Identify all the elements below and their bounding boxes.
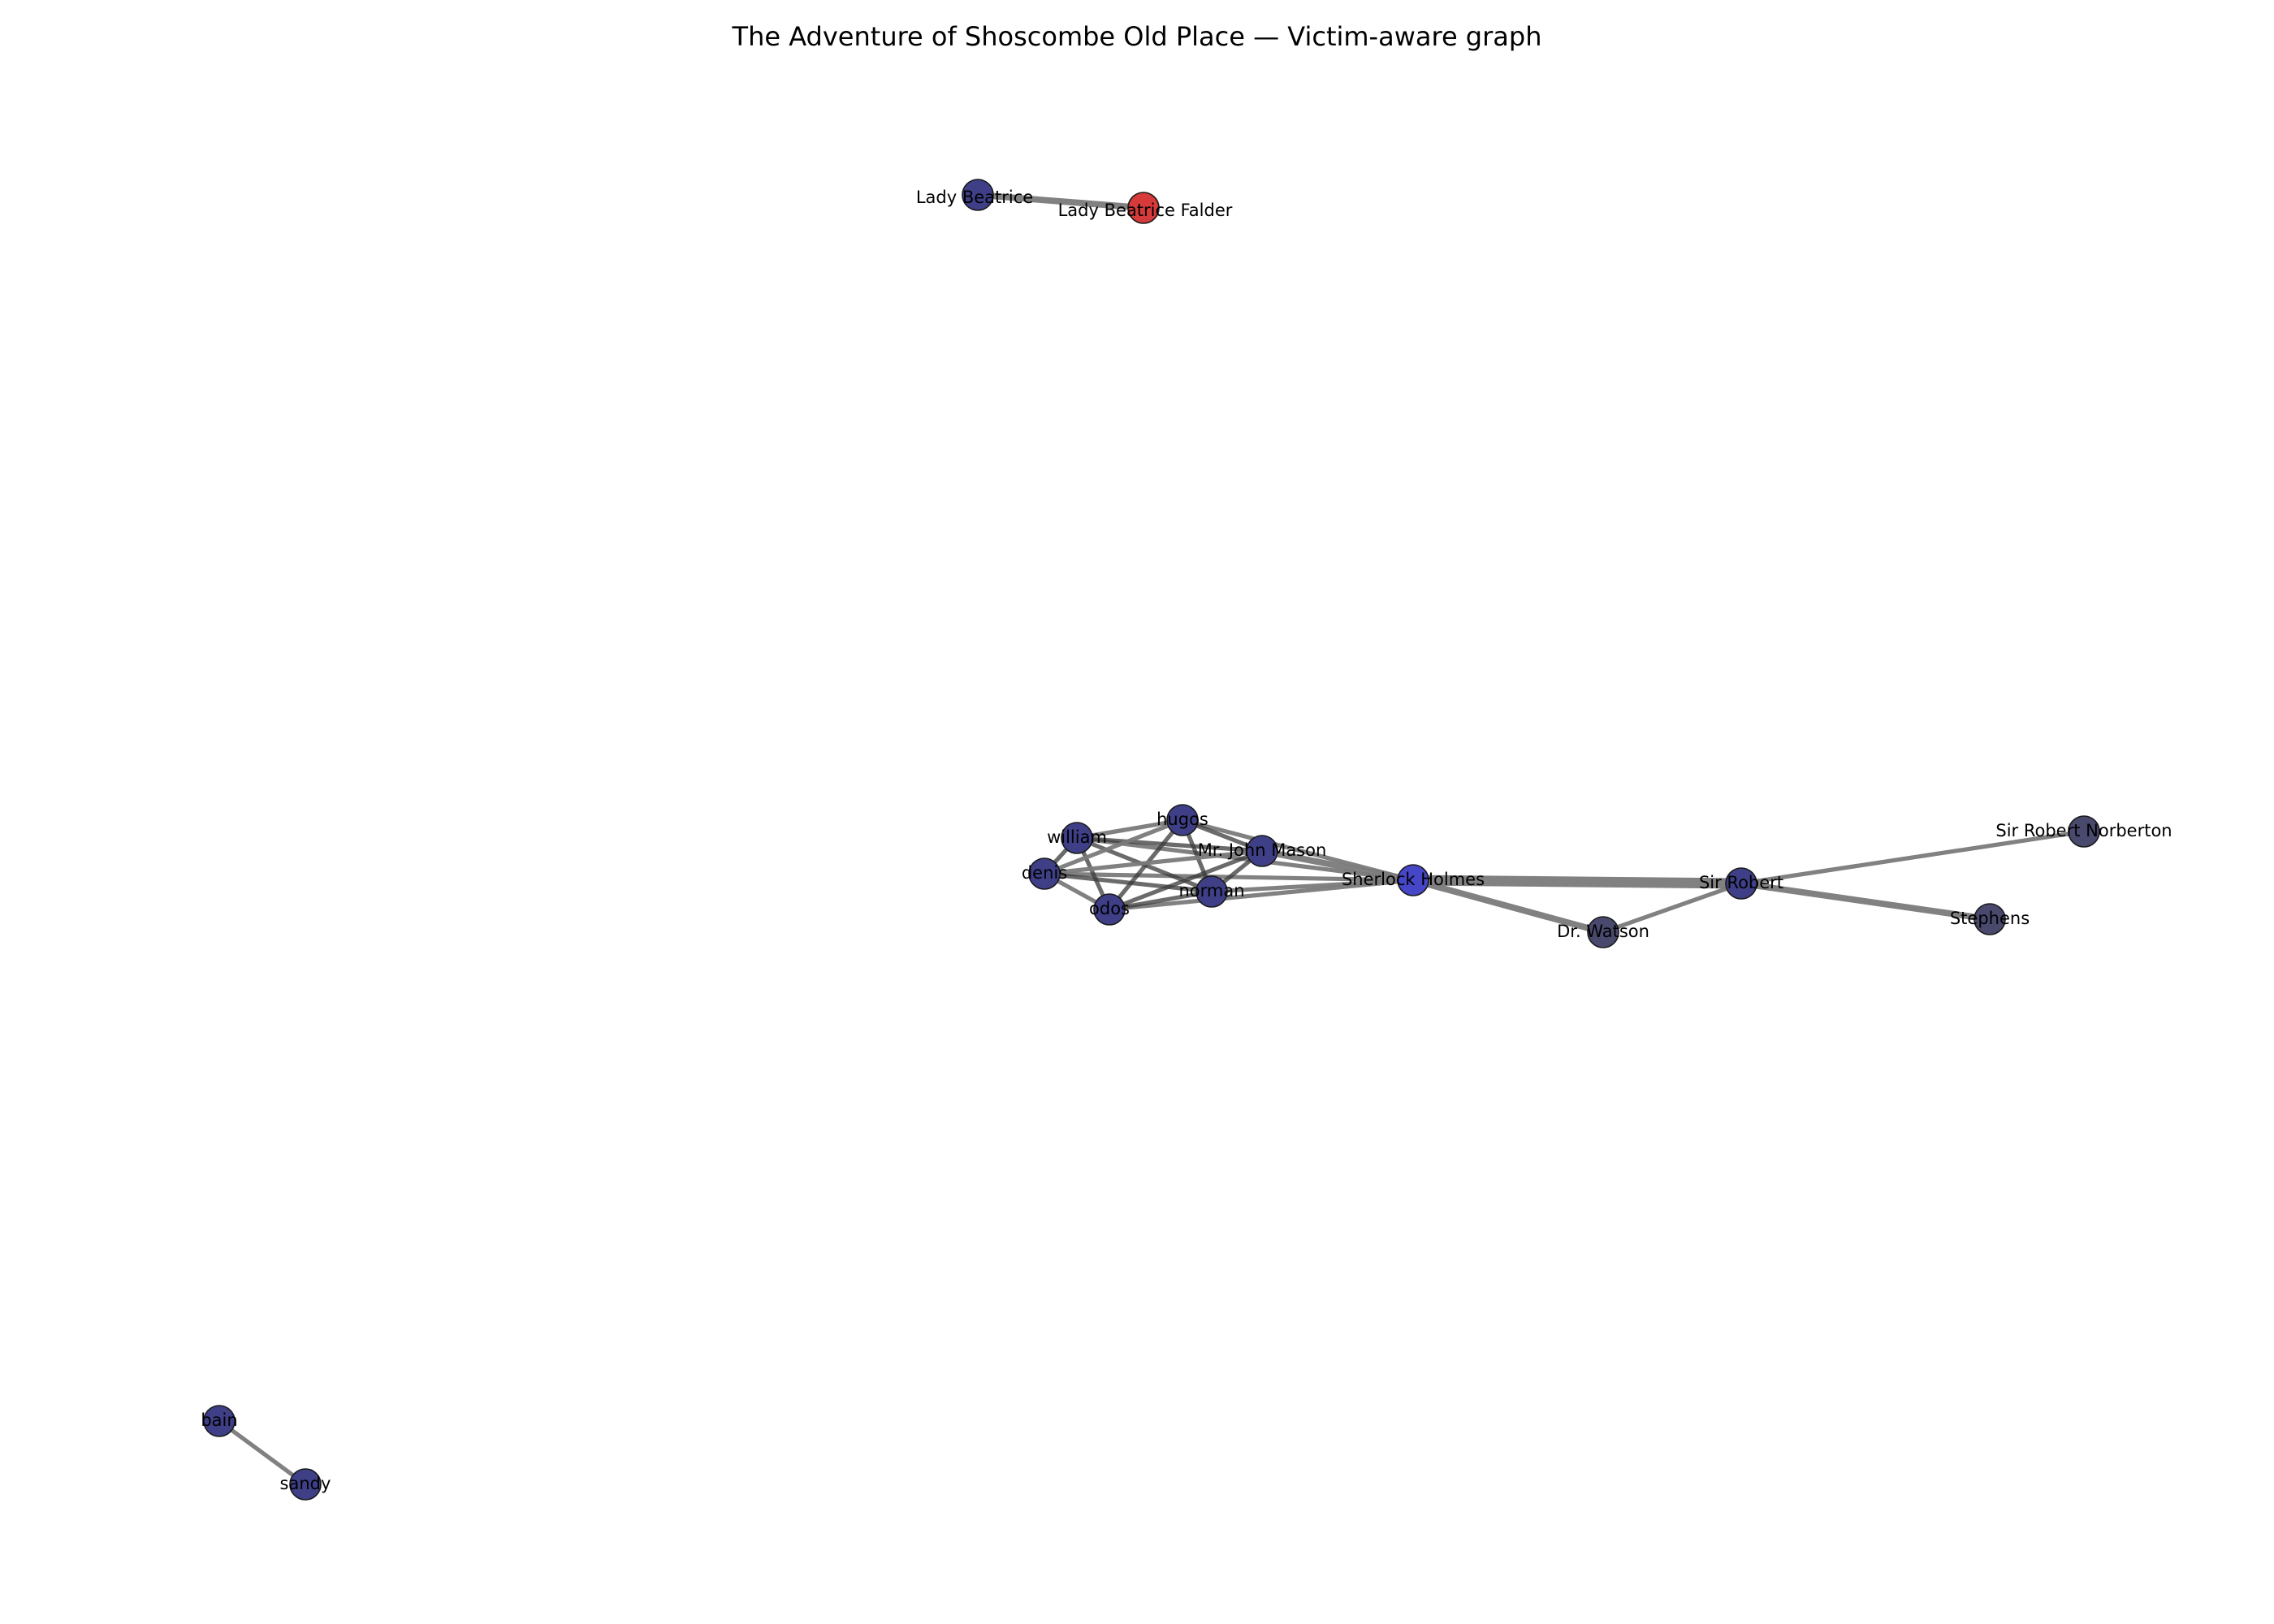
edge-sherlock_holmes-dr_watson: [1410, 877, 1606, 935]
edge-dr_watson-sir_robert: [1601, 881, 1744, 935]
node-sandy[interactable]: [289, 1468, 322, 1501]
node-bain[interactable]: [203, 1405, 236, 1437]
node-label-mr_john_mason: Mr. John Mason: [1198, 840, 1327, 860]
edge-sherlock_holmes-hugos: [1180, 818, 1416, 883]
node-odos[interactable]: [1093, 893, 1126, 926]
node-lady_beatrice[interactable]: [962, 179, 994, 211]
node-sir_robert[interactable]: [1725, 867, 1757, 900]
node-denis[interactable]: [1028, 857, 1061, 890]
edge-william-hugos: [1074, 818, 1185, 840]
label-layer: Lady Beatrice Lady Beatrice Falder hugos wi…: [201, 188, 2172, 1493]
edge-william-mr_john_mason: [1074, 836, 1265, 853]
node-label-sir_robert_norberton: Sir Robert Norberton: [1995, 821, 2172, 840]
node-stephens[interactable]: [1974, 903, 2006, 935]
node-label-lady_beatrice_falder: Lady Beatrice Falder: [1058, 201, 1233, 220]
node-label-sandy: sandy: [280, 1474, 331, 1493]
edge-odos-norman: [1107, 889, 1214, 912]
edge-lady_beatrice-lady_beatrice_falder: [975, 192, 1147, 211]
edge-mr_john_mason-odos: [1107, 849, 1265, 912]
edge-hugos-denis: [1042, 818, 1185, 876]
node-sir_robert_norberton[interactable]: [2068, 815, 2100, 848]
node-william[interactable]: [1061, 822, 1093, 854]
node-dr_watson[interactable]: [1587, 916, 1619, 948]
edge-sir_robert-sir_robert_norberton: [1739, 829, 2086, 886]
edge-layer: [217, 192, 2086, 1487]
node-label-dr_watson: Dr. Watson: [1557, 922, 1649, 941]
node-label-sherlock_holmes: Sherlock Holmes: [1342, 870, 1485, 889]
node-norman[interactable]: [1195, 875, 1228, 908]
node-label-lady_beatrice: Lady Beatrice: [916, 188, 1033, 207]
node-lady_beatrice_falder[interactable]: [1127, 192, 1160, 224]
node-label-william: william: [1047, 827, 1107, 847]
node-label-norman: norman: [1178, 881, 1244, 901]
edge-sherlock_holmes-sir_robert: [1407, 875, 1747, 889]
node-label-denis: denis: [1022, 863, 1067, 883]
node-label-stephens: Stephens: [1950, 909, 2030, 928]
node-layer: [203, 179, 2100, 1501]
edge-sir_robert-stephens: [1738, 880, 1993, 922]
node-sherlock_holmes[interactable]: [1397, 864, 1429, 896]
edge-bain-sandy: [217, 1419, 308, 1487]
node-mr_john_mason[interactable]: [1246, 835, 1278, 867]
edge-sherlock_holmes-norman: [1209, 878, 1416, 894]
node-label-sir_robert: Sir Robert: [1699, 873, 1783, 892]
edge-mr_john_mason-denis: [1042, 849, 1265, 876]
node-label-bain: bain: [201, 1410, 237, 1430]
graph-title: The Adventure of Shoscombe Old Place — V…: [732, 21, 1542, 52]
node-hugos[interactable]: [1166, 804, 1199, 836]
node-label-hugos: hugos: [1156, 810, 1208, 829]
edge-denis-norman: [1042, 871, 1214, 894]
node-label-odos: odos: [1089, 899, 1130, 918]
